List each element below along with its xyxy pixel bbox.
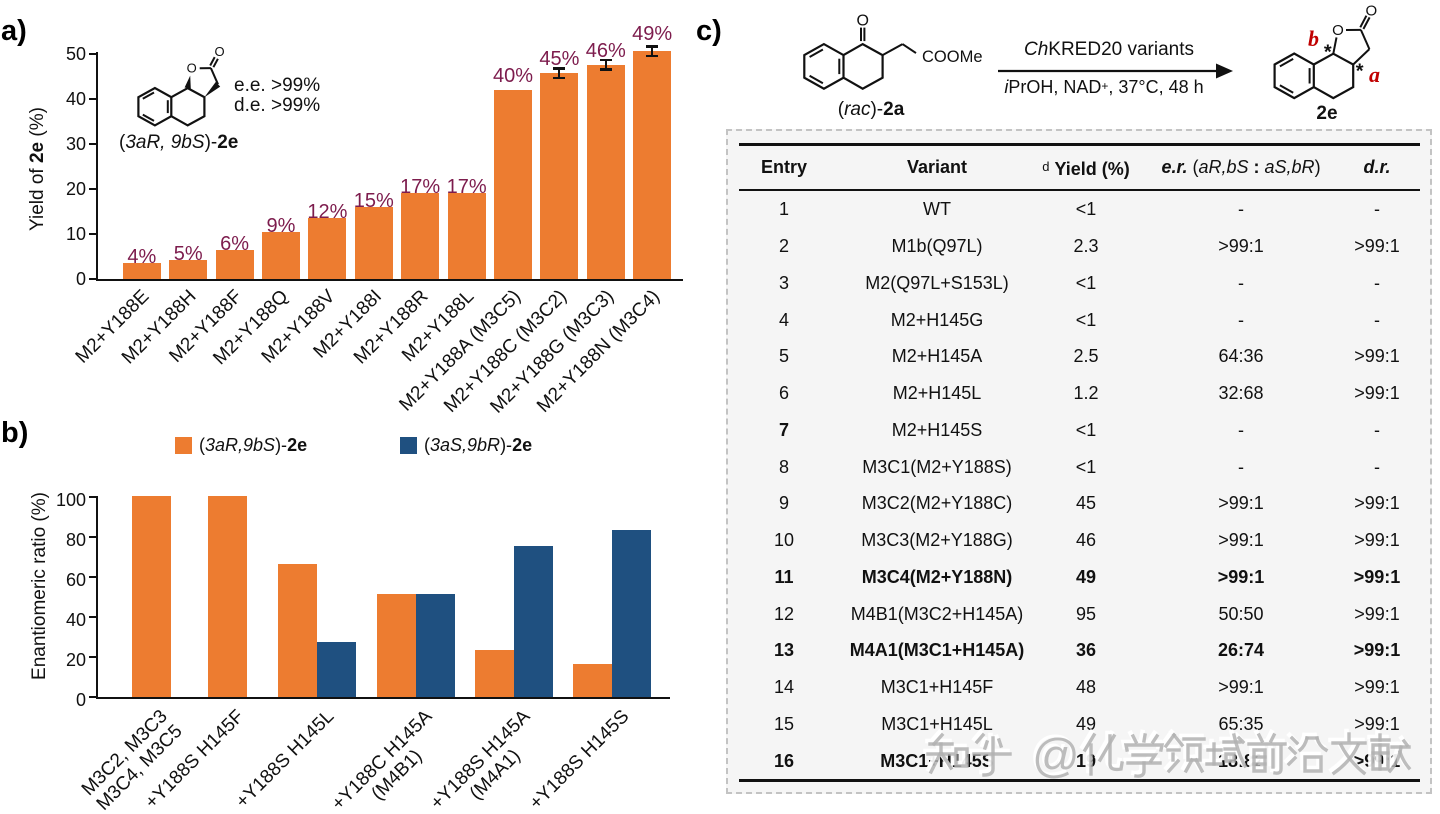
- svg-text:O: O: [1365, 2, 1377, 19]
- svg-text:COOMe: COOMe: [922, 48, 983, 66]
- svg-text:O: O: [215, 44, 225, 59]
- svg-text:O: O: [856, 13, 868, 30]
- svg-text:O: O: [1332, 22, 1344, 39]
- svg-text:@: @: [1032, 729, 1080, 782]
- svg-text:*: *: [1324, 42, 1332, 64]
- svg-text:@: @: [1030, 726, 1078, 779]
- svg-text:*: *: [1356, 61, 1364, 83]
- svg-text:O: O: [187, 60, 197, 75]
